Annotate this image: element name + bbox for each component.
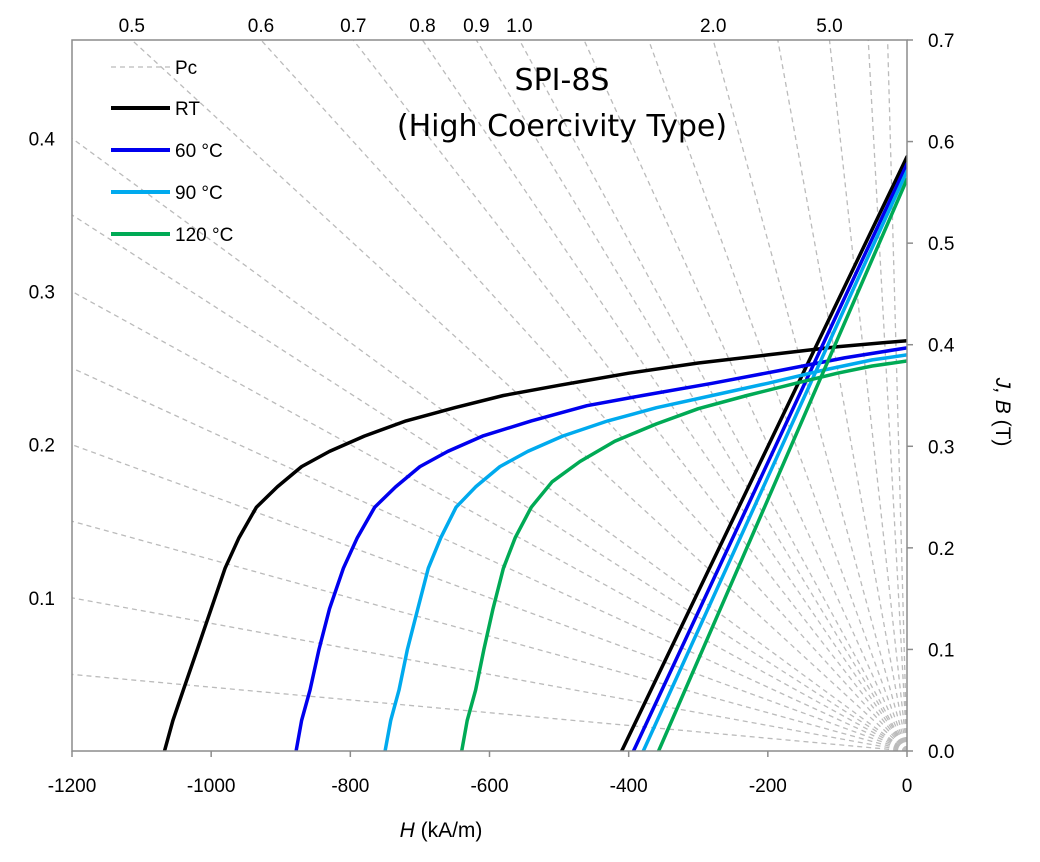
chart-title-line-1: SPI-8S — [515, 63, 610, 98]
y-tick-label: 0.1 — [928, 640, 954, 661]
y-tick-label: 0.4 — [928, 336, 955, 357]
x-tick-label: -200 — [749, 776, 787, 797]
series-line-b — [631, 162, 907, 751]
permeance-line — [777, 40, 907, 751]
permeance-line — [72, 214, 907, 751]
permeance-line — [72, 520, 907, 751]
legend-label: 120 °C — [175, 225, 233, 246]
permeance-label: 0.2 — [29, 436, 55, 457]
permeance-line — [72, 597, 907, 751]
legend-label: 60 °C — [175, 141, 223, 162]
legend-label: 90 °C — [175, 183, 223, 204]
permeance-label: 0.5 — [119, 16, 145, 37]
permeance-label: 0.6 — [248, 16, 274, 37]
permeance-label: 0.4 — [29, 129, 56, 150]
permeance-label: 5.0 — [816, 16, 842, 37]
y-tick-label: 0.7 — [928, 31, 954, 52]
x-tick-label: 0 — [902, 776, 913, 797]
permeance-line — [352, 40, 907, 751]
series-line-j — [383, 353, 907, 751]
legend-label: RT — [175, 99, 200, 120]
permeance-line — [647, 40, 907, 751]
y-axis-label: J, B (T) — [991, 377, 1014, 447]
legend: Pc RT 60 °C 90 °C 120 °C — [111, 58, 233, 246]
permeance-label: 0.1 — [29, 589, 55, 610]
series-line-b — [619, 155, 907, 751]
x-axis-label-symbol: H — [400, 819, 416, 842]
x-tick-label: -800 — [331, 776, 369, 797]
x-axis-label: H (kA/m) — [400, 819, 483, 842]
permeance-label: 0.7 — [340, 16, 366, 37]
permeance-line — [131, 40, 907, 751]
permeance-label: 1.0 — [506, 16, 532, 37]
permeance-label: 0.3 — [29, 283, 55, 304]
y-axis-label-unit: (T) — [991, 414, 1014, 447]
permeance-line — [72, 290, 907, 751]
permeance-line — [867, 40, 907, 751]
legend-label: Pc — [175, 58, 197, 79]
y-tick-label: 0.2 — [928, 539, 954, 560]
permeance-line — [421, 40, 907, 751]
series-line-j — [459, 359, 907, 751]
permeance-label: 0.9 — [463, 16, 489, 37]
permeance-line — [72, 673, 907, 751]
permeance-line — [828, 40, 907, 751]
permeance-line — [72, 137, 907, 751]
y-tick-label: 0.3 — [928, 437, 954, 458]
series-line-j — [162, 338, 907, 751]
y-axis-label-symbol: J, B — [991, 377, 1014, 414]
permeance-label: 0.8 — [409, 16, 435, 37]
x-tick-label: -1200 — [48, 776, 97, 797]
series-line-b — [656, 177, 907, 751]
permeance-line — [475, 40, 907, 751]
y-tick-label: 0.0 — [928, 742, 954, 763]
permeance-line — [72, 367, 907, 751]
x-tick-label: -600 — [470, 776, 508, 797]
y-tick-label: 0.5 — [928, 234, 954, 255]
x-tick-label: -1000 — [187, 776, 236, 797]
permeance-line — [72, 444, 907, 751]
permeance-label: 2.0 — [700, 16, 726, 37]
x-tick-label: -400 — [610, 776, 648, 797]
series-line-b — [641, 169, 907, 751]
chart-title-line-2: (High Coercivity Type) — [397, 109, 727, 144]
permeance-line — [712, 40, 907, 751]
permeance-line — [886, 40, 907, 751]
permeance-line — [260, 40, 907, 751]
x-axis-label-unit: (kA/m) — [415, 819, 483, 842]
series-line-j — [294, 346, 907, 751]
y-tick-label: 0.6 — [928, 133, 954, 154]
